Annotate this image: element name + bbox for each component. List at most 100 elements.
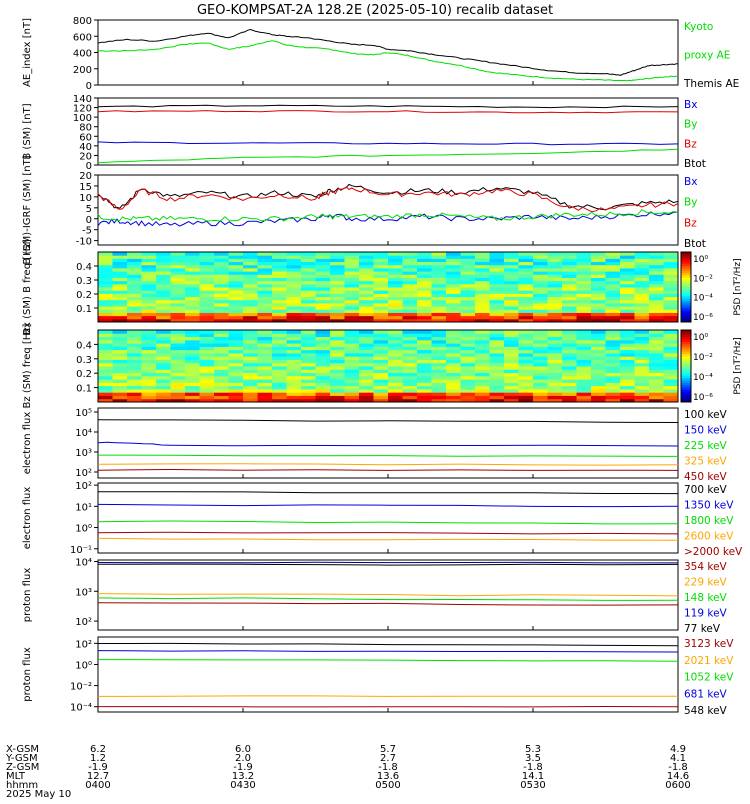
bzspec-cell [577,386,592,390]
pflux2-legend-item: 681 keV [684,688,728,700]
bxspec-cell [432,290,447,294]
bxspec-cell [214,306,229,310]
pflux1-legend-item: 229 keV [684,577,728,589]
bxspec-cell [533,274,548,278]
pflux1-legend-item: 119 keV [684,608,728,620]
bzspec-cell [475,392,490,396]
bzspec-cell [171,386,186,390]
bdiff-legend-item: Bx [684,176,697,188]
bzspec-cell [649,395,664,399]
bxspec-cell [519,284,534,288]
bzspec-cell [272,376,287,380]
bxspec-cell [649,293,664,297]
bxspec-cell [330,306,345,310]
bzspec-cell [258,333,273,337]
bzspec-cell [403,379,418,383]
bxspec-cell [577,271,592,275]
bzspec-cell [591,350,606,354]
bzspec-cell [620,340,635,344]
bdiff-ytick-label: 20 [79,171,92,182]
bxspec-cell [446,255,461,259]
bzspec-cell [316,346,331,350]
bzspec-cell [577,389,592,393]
bzspec-cell [446,337,461,341]
bzspec-cell [200,379,215,383]
bzspec-cell [519,343,534,347]
bxspec-cell [562,290,577,294]
bxspec-cell [606,290,621,294]
bzspec-cell [272,340,287,344]
bzspec-cell [562,392,577,396]
bxspec-cell [156,316,171,320]
bzspec-cell [606,353,621,357]
bxspec-cell [664,277,679,281]
bxspec-cell [388,309,403,313]
bzspec-cell [258,376,273,380]
bxspec-cell [606,312,621,316]
bxspec-cell [664,287,679,291]
bzspec-cell [98,373,113,377]
bzspec-cell [577,363,592,367]
bxspec-cell [359,271,374,275]
bzspec-cell [388,359,403,363]
bdiff-ytick-label: 15 [79,182,92,193]
bxspec-cell [200,284,215,288]
bzspec-cell [548,346,563,350]
bzspec-cell [171,376,186,380]
bxspec-cell [185,306,200,310]
bzspec-cell [374,343,389,347]
bzspec-cell [142,337,157,341]
bzspec-cell [287,379,302,383]
bxspec-cell [287,297,302,301]
bzspec-cell [214,356,229,360]
bzspec-cell [432,366,447,370]
bxspec-cell [171,297,186,301]
bxspec-cell [185,252,200,256]
bzspec-cell [185,359,200,363]
bzspec-cell [533,337,548,341]
bzspec-cell [562,346,577,350]
bzspec-cell [156,340,171,344]
bxspec-cell [548,312,563,316]
bxspec-cell [287,300,302,304]
bzspec-cell [156,369,171,373]
bzspec-colorbar-tick: 10⁰ [693,333,708,343]
bxspec-cell [403,268,418,272]
bzspec-cell [98,340,113,344]
bxspec-cell [490,312,505,316]
eflux2-series-2600-kev [98,532,678,534]
bxspec-cell [490,284,505,288]
bxspec-cell [664,262,679,266]
bzspec-cell [200,340,215,344]
bxspec-cell [446,290,461,294]
eflux2-legend-item: 700 keV [684,484,728,496]
bxspec-cell [403,258,418,262]
bzspec-cell [649,343,664,347]
bxspec-cell [388,252,403,256]
bxspec-cell [229,277,244,281]
bzspec-cell [258,386,273,390]
bxspec-cell [316,287,331,291]
bzspec-cell [98,343,113,347]
bzspec-cell [142,330,157,334]
bzspec-cell [185,369,200,373]
bzspec-cell [229,346,244,350]
bxspec-cell [345,284,360,288]
bxspec-cell [417,287,432,291]
bxspec-cell [258,312,273,316]
bzspec-cell [258,379,273,383]
bxspec-cell [258,258,273,262]
bxspec-cell [620,284,635,288]
bzspec-cell [156,363,171,367]
bxspec-cell [461,297,476,301]
bxspec-cell [432,252,447,256]
bzspec-ytick-label: 0.4 [76,340,92,351]
bzspec-cell [127,386,142,390]
bxspec-cell [403,300,418,304]
bxspec-cell [359,274,374,278]
bzspec-cell [98,333,113,337]
bxspec-cell [316,262,331,266]
bzspec-cell [649,373,664,377]
bzspec-cell [316,343,331,347]
bxspec-cell [417,262,432,266]
